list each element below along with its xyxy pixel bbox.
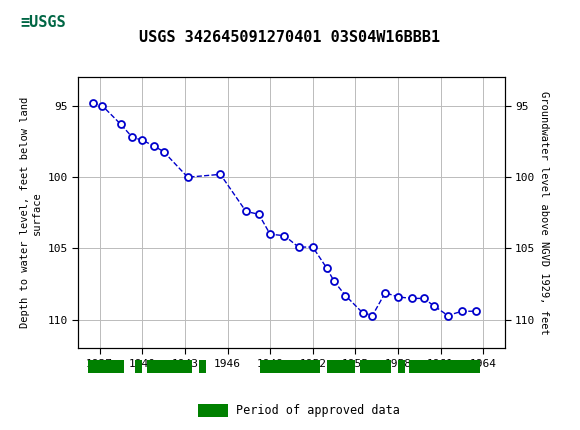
Text: Period of approved data: Period of approved data: [236, 404, 400, 417]
Text: USGS 342645091270401 03S04W16BBB1: USGS 342645091270401 03S04W16BBB1: [139, 30, 441, 45]
Y-axis label: Groundwater level above NGVD 1929, feet: Groundwater level above NGVD 1929, feet: [539, 91, 549, 335]
Bar: [135, 360, 142, 373]
FancyBboxPatch shape: [198, 404, 227, 417]
Bar: [398, 360, 405, 373]
Bar: [360, 360, 391, 373]
Text: ≡USGS: ≡USGS: [21, 15, 66, 30]
Bar: [260, 360, 320, 373]
Bar: [409, 360, 480, 373]
Bar: [327, 360, 356, 373]
Y-axis label: Depth to water level, feet below land
surface: Depth to water level, feet below land su…: [20, 97, 42, 329]
Bar: [199, 360, 206, 373]
Bar: [88, 360, 124, 373]
FancyBboxPatch shape: [6, 4, 81, 43]
Bar: [147, 360, 192, 373]
